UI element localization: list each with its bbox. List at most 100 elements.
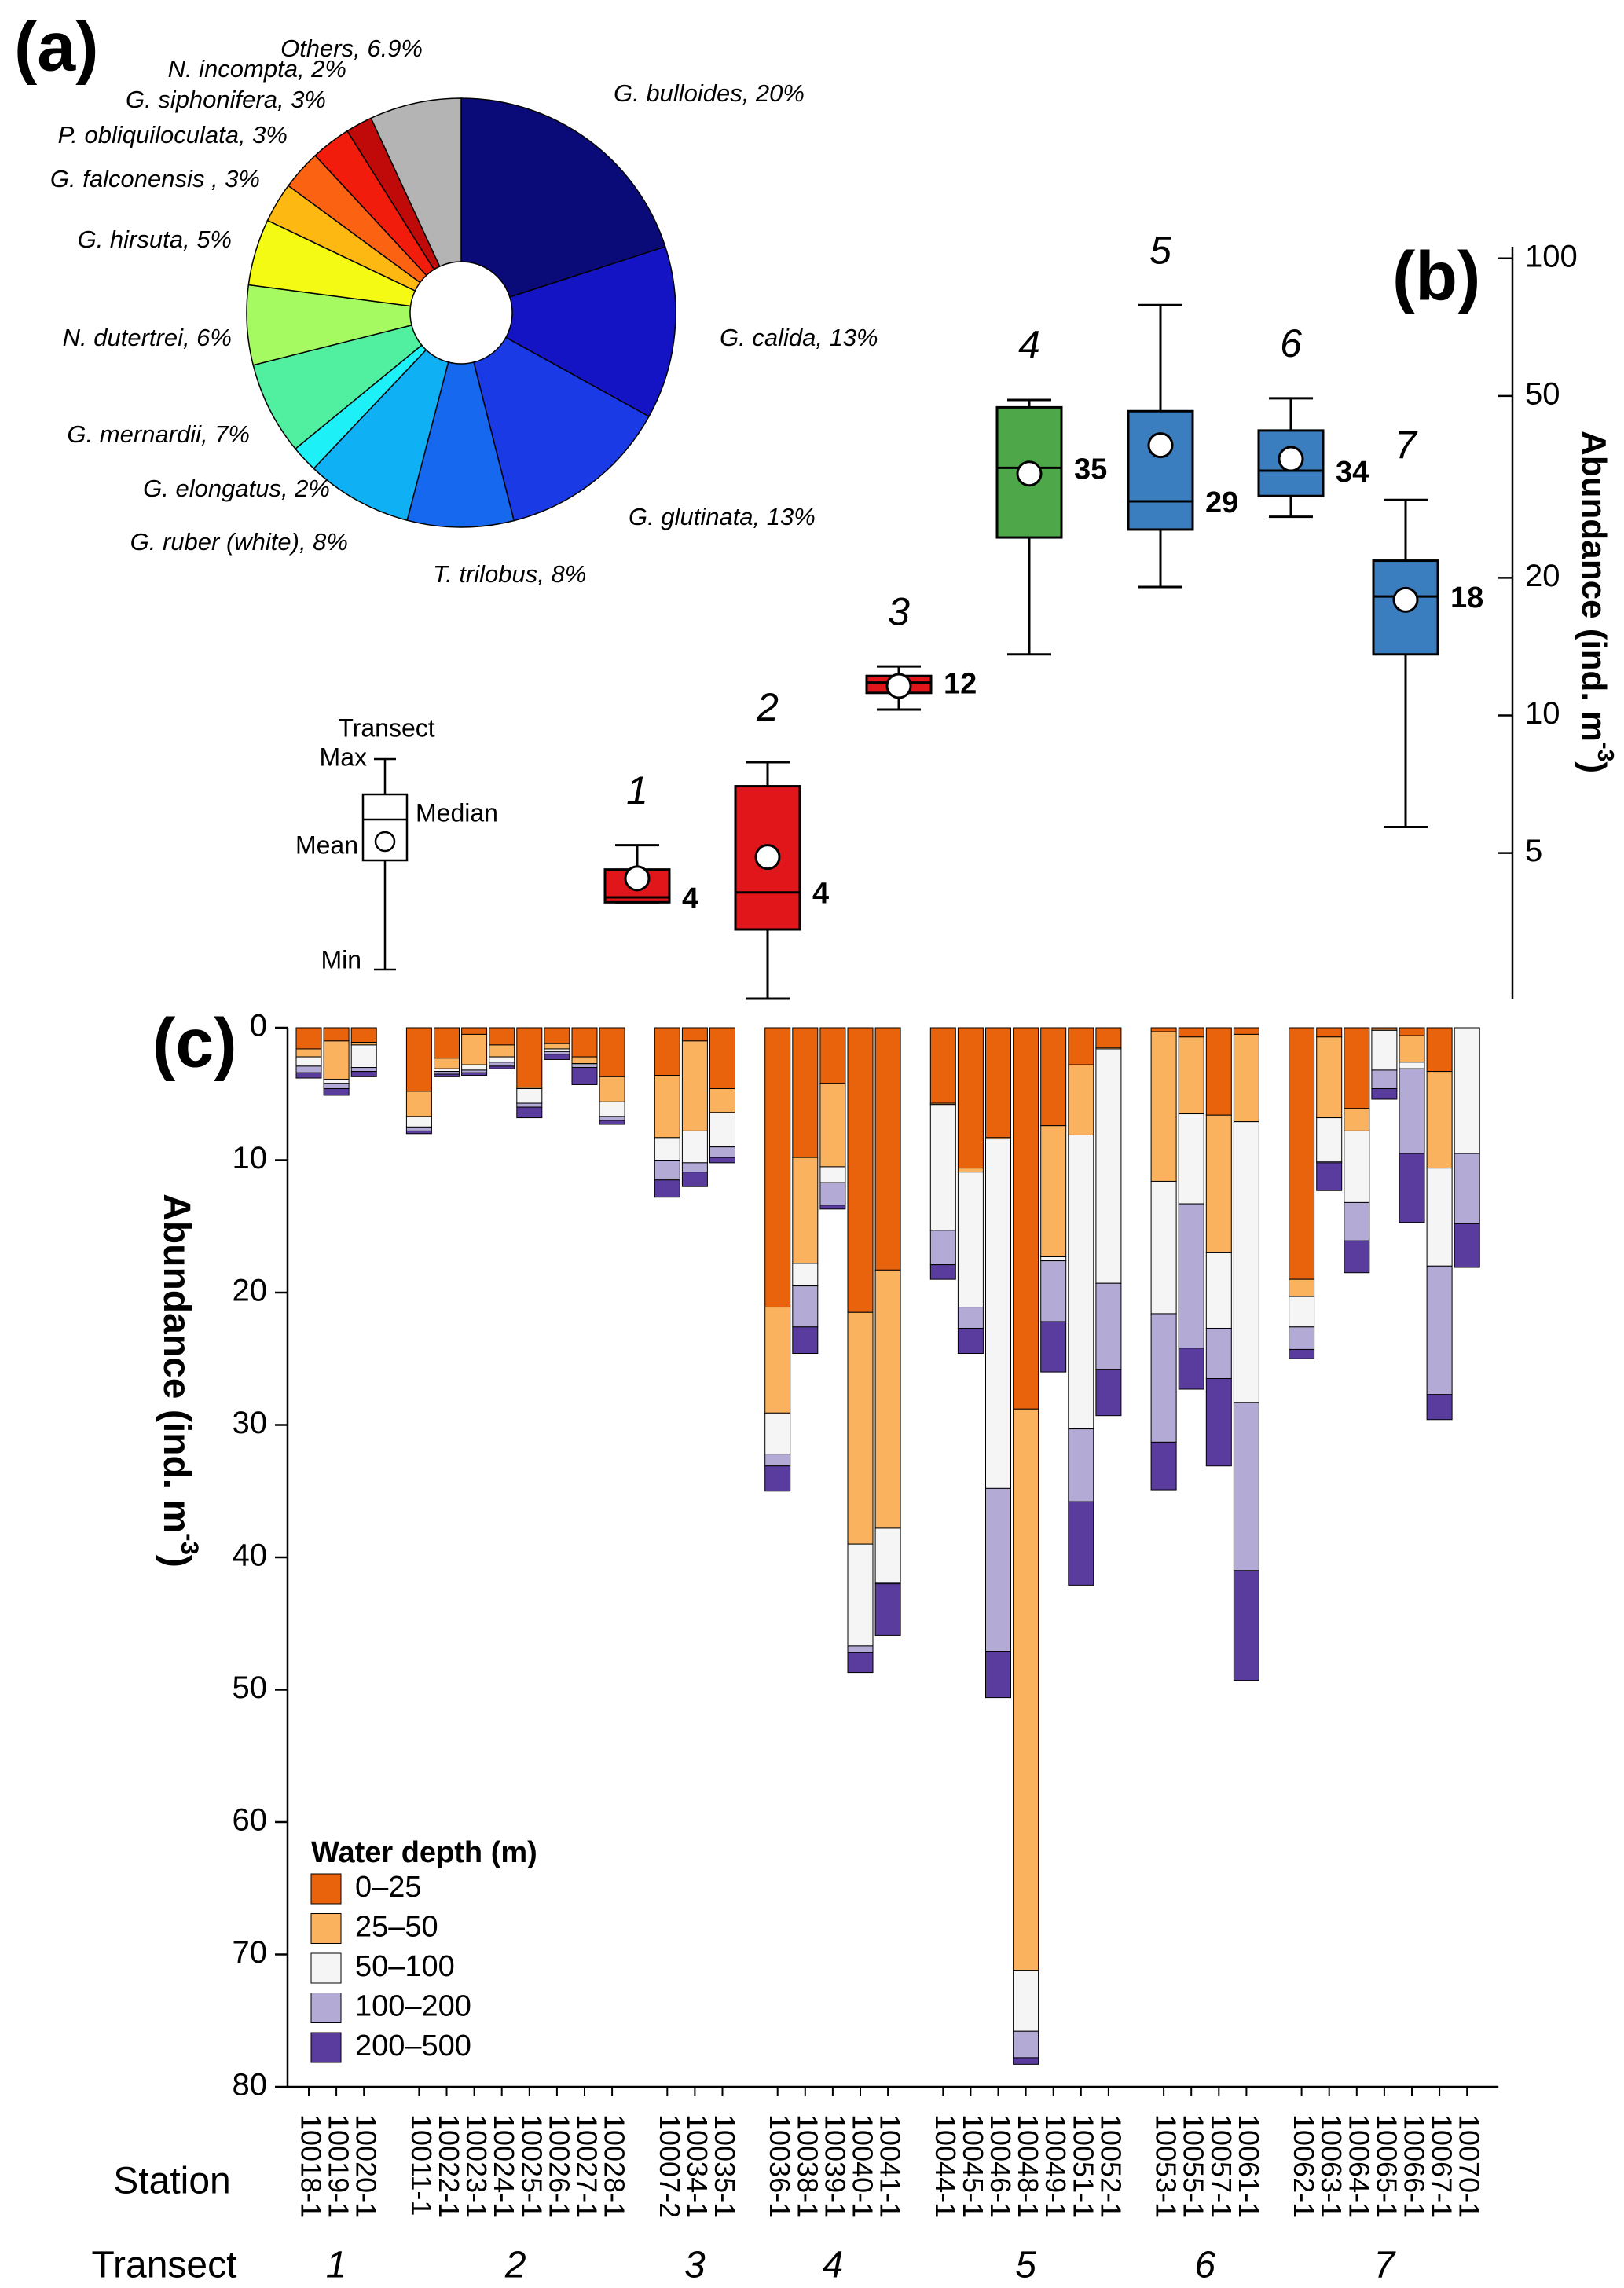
slice-label: G. hirsuta, 5% (78, 226, 232, 253)
bar-segment (1178, 1203, 1204, 1349)
bar-segment (709, 1157, 735, 1164)
bar-segment (1289, 1326, 1315, 1350)
station-label: 10040-1 (846, 2114, 878, 2218)
slice-label: T. trilobus, 8% (433, 560, 586, 588)
group-label: 7 (1374, 2245, 1397, 2286)
bar-segment (516, 1102, 543, 1108)
mean-marker (885, 673, 912, 699)
bar-segment (1013, 2030, 1039, 2059)
bar-segment (819, 1204, 846, 1210)
bar-segment (1344, 1027, 1370, 1109)
bar-segment (599, 1120, 625, 1125)
panel-label: (c) (152, 1003, 237, 1081)
bar-segment (1289, 1278, 1315, 1297)
bar-segment (516, 1088, 543, 1104)
legend-label: 50–100 (355, 1950, 455, 1983)
transect-label: 6 (1280, 321, 1302, 365)
bar-segment (1399, 1068, 1425, 1154)
bar-segment (957, 1327, 984, 1355)
bar-segment (1233, 1402, 1259, 1571)
bar-segment (929, 1104, 956, 1231)
station-label: 10019-1 (323, 2114, 355, 2218)
bar-segment (461, 1069, 488, 1073)
bar-segment (929, 1264, 956, 1280)
bar-segment (654, 1137, 680, 1160)
bar-segment (489, 1062, 515, 1067)
station-label: 10044-1 (929, 2114, 962, 2218)
y-tick-label: 60 (233, 1803, 268, 1838)
bar-segment (1399, 1035, 1425, 1063)
bar-segment (654, 1027, 680, 1076)
station-label: 10034-1 (681, 2114, 713, 2218)
bar-segment (1013, 1408, 1039, 1971)
bar-segment (1426, 1027, 1453, 1072)
bar-segment (1205, 1252, 1232, 1329)
bar-segment (323, 1027, 350, 1042)
station-label: 10039-1 (819, 2114, 851, 2218)
bar-segment (985, 1487, 1011, 1652)
station-label: 10051-1 (1067, 2114, 1099, 2218)
key-median-label: Median (416, 798, 498, 827)
y-axis-title-sup: -3 (176, 1533, 203, 1555)
bar-segment (929, 1230, 956, 1266)
bar-segment (295, 1048, 322, 1058)
bar-segment (434, 1073, 460, 1077)
mean-marker (624, 865, 651, 892)
bar-segment (681, 1172, 708, 1187)
pie-slice (406, 361, 515, 528)
legend-swatch (310, 2032, 342, 2063)
bar-segment (489, 1065, 515, 1069)
station-label: 10070-1 (1454, 2114, 1486, 2218)
y-tick-label: 20 (233, 1274, 268, 1308)
y-axis-title-text: Abundance (ind. m (156, 1194, 197, 1533)
bar-segment (819, 1166, 846, 1183)
slice-label: G. elongatus, 2% (143, 475, 330, 502)
bar-segment (571, 1056, 598, 1064)
station-label: 10028-1 (599, 2114, 631, 2218)
legend-swatch (310, 1993, 342, 2023)
y-tick-label: 10 (233, 1141, 268, 1175)
mean-marker (1278, 446, 1304, 472)
bar-segment (1150, 1313, 1177, 1443)
box (1127, 409, 1194, 531)
bar-segment (1344, 1201, 1370, 1241)
station-label: 10062-1 (1288, 2114, 1320, 2218)
bar-segment (323, 1040, 350, 1080)
bar-segment (792, 1285, 819, 1328)
bar-segment (1371, 1088, 1398, 1100)
station-label: 10053-1 (1150, 2114, 1182, 2218)
bar-segment (1040, 1125, 1067, 1258)
station-label: 10048-1 (1012, 2114, 1044, 2218)
bar-segment (1289, 1296, 1315, 1328)
bar-segment (1371, 1029, 1398, 1071)
y-tick-label: 100 (1525, 239, 1578, 273)
bar-segment (544, 1043, 570, 1050)
station-label: 10020-1 (350, 2114, 383, 2218)
station-label: 10066-1 (1398, 2114, 1430, 2218)
bar-segment (985, 1027, 1011, 1138)
bar-segment (1371, 1069, 1398, 1090)
box (1257, 429, 1325, 497)
bar-segment (985, 1651, 1011, 1699)
legend-swatch (310, 1952, 342, 1984)
legend-label: 0–25 (355, 1871, 422, 1904)
bar-segment (405, 1091, 432, 1117)
y-tick-label: 50 (1525, 376, 1560, 411)
bar-segment (764, 1027, 791, 1308)
bar-segment (1068, 1428, 1094, 1502)
bar-segment (1095, 1369, 1122, 1417)
bar-segment (544, 1050, 570, 1055)
bar-segment (1068, 1027, 1094, 1065)
y-tick-label: 30 (233, 1406, 268, 1440)
bar-segment (461, 1064, 488, 1071)
bar-segment (957, 1172, 984, 1308)
station-label: 10035-1 (709, 2114, 741, 2218)
bar-segment (847, 1543, 874, 1647)
group-label: 6 (1194, 2245, 1215, 2286)
bar-segment (1013, 2057, 1039, 2065)
bar-segment (654, 1179, 680, 1198)
bar-segment (874, 1269, 901, 1529)
y-axis-title-end: ) (1575, 761, 1613, 773)
bar-segment (681, 1130, 708, 1164)
value-label: 4 (682, 882, 698, 915)
